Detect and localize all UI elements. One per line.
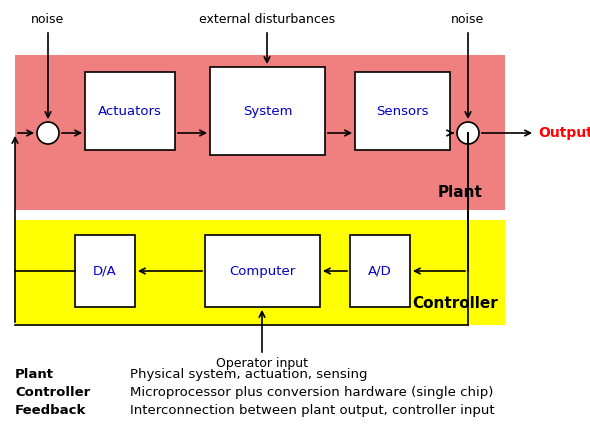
Text: A/D: A/D xyxy=(368,264,392,278)
Text: Controller: Controller xyxy=(412,296,498,311)
Text: Feedback: Feedback xyxy=(15,404,86,417)
Bar xyxy=(75,235,135,307)
Bar xyxy=(355,72,450,150)
Text: Interconnection between plant output, controller input: Interconnection between plant output, co… xyxy=(130,404,494,417)
Text: Physical system, actuation, sensing: Physical system, actuation, sensing xyxy=(130,368,368,381)
Circle shape xyxy=(457,122,479,144)
Text: Microprocessor plus conversion hardware (single chip): Microprocessor plus conversion hardware … xyxy=(130,386,493,399)
Text: Sensors: Sensors xyxy=(376,105,429,117)
Bar xyxy=(210,67,325,155)
Bar xyxy=(350,235,410,307)
Text: Computer: Computer xyxy=(230,264,296,278)
Text: Plant: Plant xyxy=(15,368,54,381)
Text: Output: Output xyxy=(538,126,590,140)
Bar xyxy=(15,220,505,325)
Bar xyxy=(205,235,320,307)
Circle shape xyxy=(37,122,59,144)
Text: noise: noise xyxy=(451,13,484,26)
Bar xyxy=(85,72,175,150)
Text: Actuators: Actuators xyxy=(98,105,162,117)
Text: D/A: D/A xyxy=(93,264,117,278)
Text: noise: noise xyxy=(31,13,65,26)
Text: System: System xyxy=(242,105,292,117)
Text: Operator input: Operator input xyxy=(216,357,308,370)
Text: external disturbances: external disturbances xyxy=(199,13,335,26)
Text: Controller: Controller xyxy=(15,386,90,399)
Text: Plant: Plant xyxy=(438,184,483,199)
Bar xyxy=(15,55,505,210)
